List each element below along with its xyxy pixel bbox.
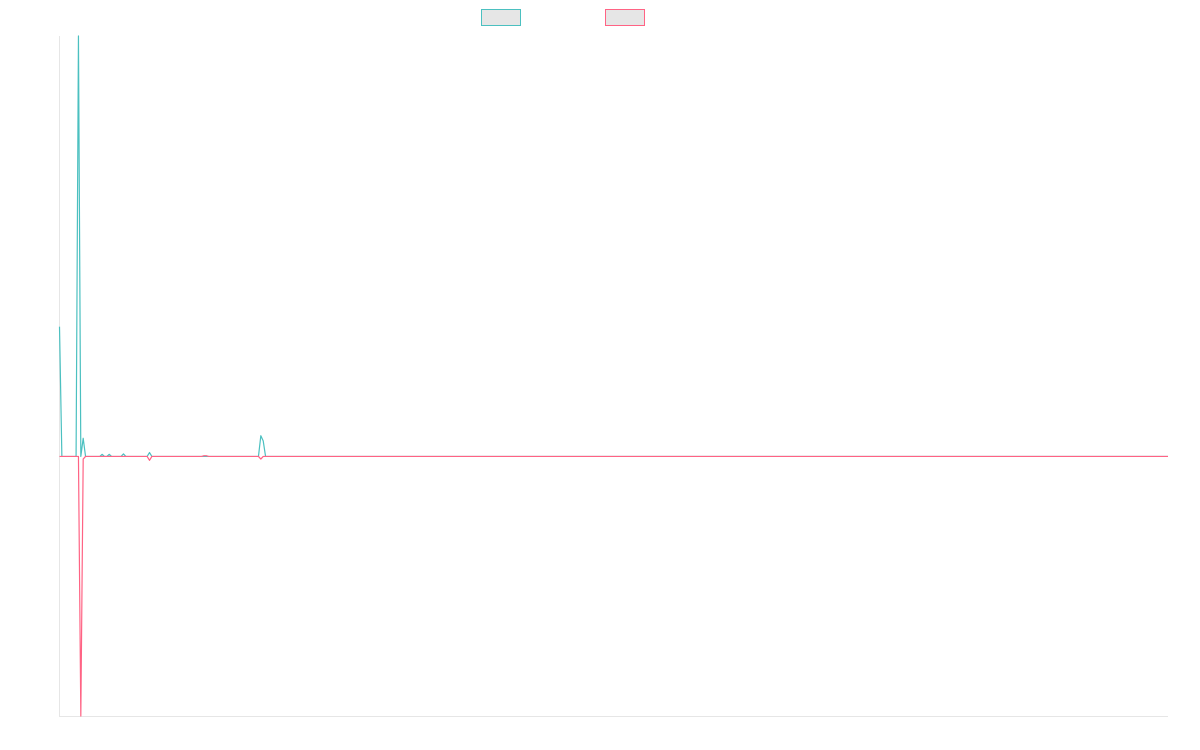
series-line-1 xyxy=(58,35,1168,458)
series-layer xyxy=(58,35,1168,717)
series-line-2 xyxy=(59,455,1168,717)
legend-swatch-2[interactable] xyxy=(605,9,645,26)
legend-swatch-1[interactable] xyxy=(481,9,521,26)
axes xyxy=(59,36,1168,717)
legend xyxy=(481,9,645,26)
